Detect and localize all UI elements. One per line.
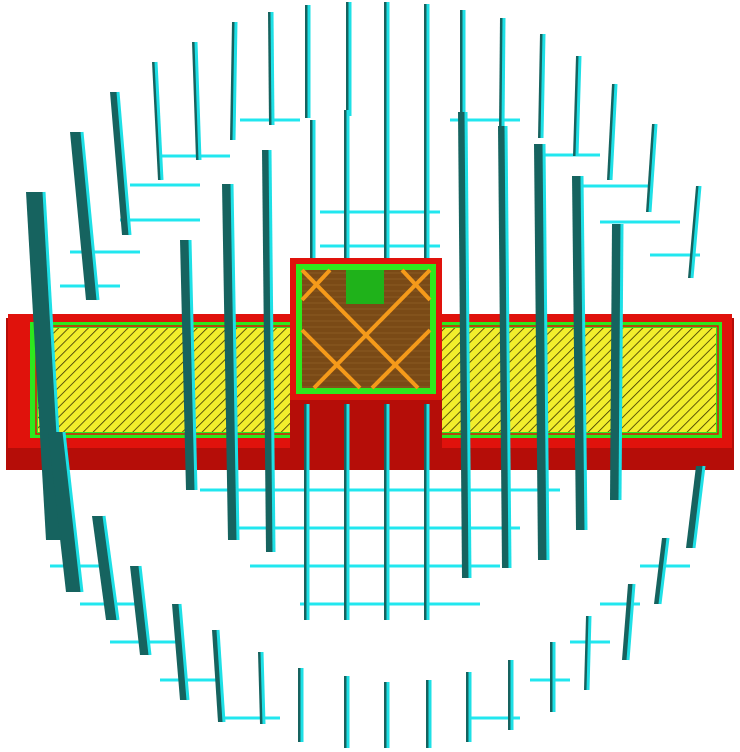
support-pillar [172,604,188,700]
support-pillar-edge [609,83,618,181]
box-infill-top-gap [346,270,384,304]
box-infill-lines [300,268,432,390]
support-pillar-edge [658,537,670,605]
support-pillar-edge [542,143,550,561]
support-pillar [92,516,118,620]
support-pillar-edge [216,629,226,723]
support-pillar-edge [260,651,266,725]
support-pillar [180,240,196,490]
support-pillar-edge [580,175,588,531]
support-pillar [48,432,82,592]
support-front-layer [26,111,706,748]
support-pillar-edge [188,239,198,491]
support-pillar [70,132,98,300]
box-object [290,258,442,450]
support-pillar [130,566,150,655]
support-pillar-edge [626,583,636,661]
support-pillar-edge [464,111,472,579]
support-pillar [222,184,238,540]
support-pillar-edge [692,465,706,549]
support-pillar-edge [501,17,506,129]
support-pillar-edge [102,515,120,621]
support-pillar-edge [194,41,202,161]
support-pillar-edge [540,33,546,139]
support-pillar-edge [575,55,582,157]
support-pillar-edge [80,131,100,301]
support-pillar-edge [62,431,84,593]
support-pillar [686,466,704,548]
support-pillar-edge [232,21,238,141]
support-pillar-edge [268,149,276,553]
support-pillar [110,92,130,235]
support-pillar-edge [648,123,658,213]
support-pillar-edge [690,185,702,279]
support-pillar-edge [138,565,152,656]
support-pillar-edge [618,223,624,501]
support-pillar-edge [586,615,592,691]
support-pillar-edge [154,61,164,181]
support-pillar-edge [230,183,240,541]
support-pillar-edge [504,125,512,569]
support-back-layer [50,2,702,720]
support-pillar-edge [270,11,275,126]
support-pillar-edge [116,91,132,236]
support-pillar-edge [178,603,190,701]
